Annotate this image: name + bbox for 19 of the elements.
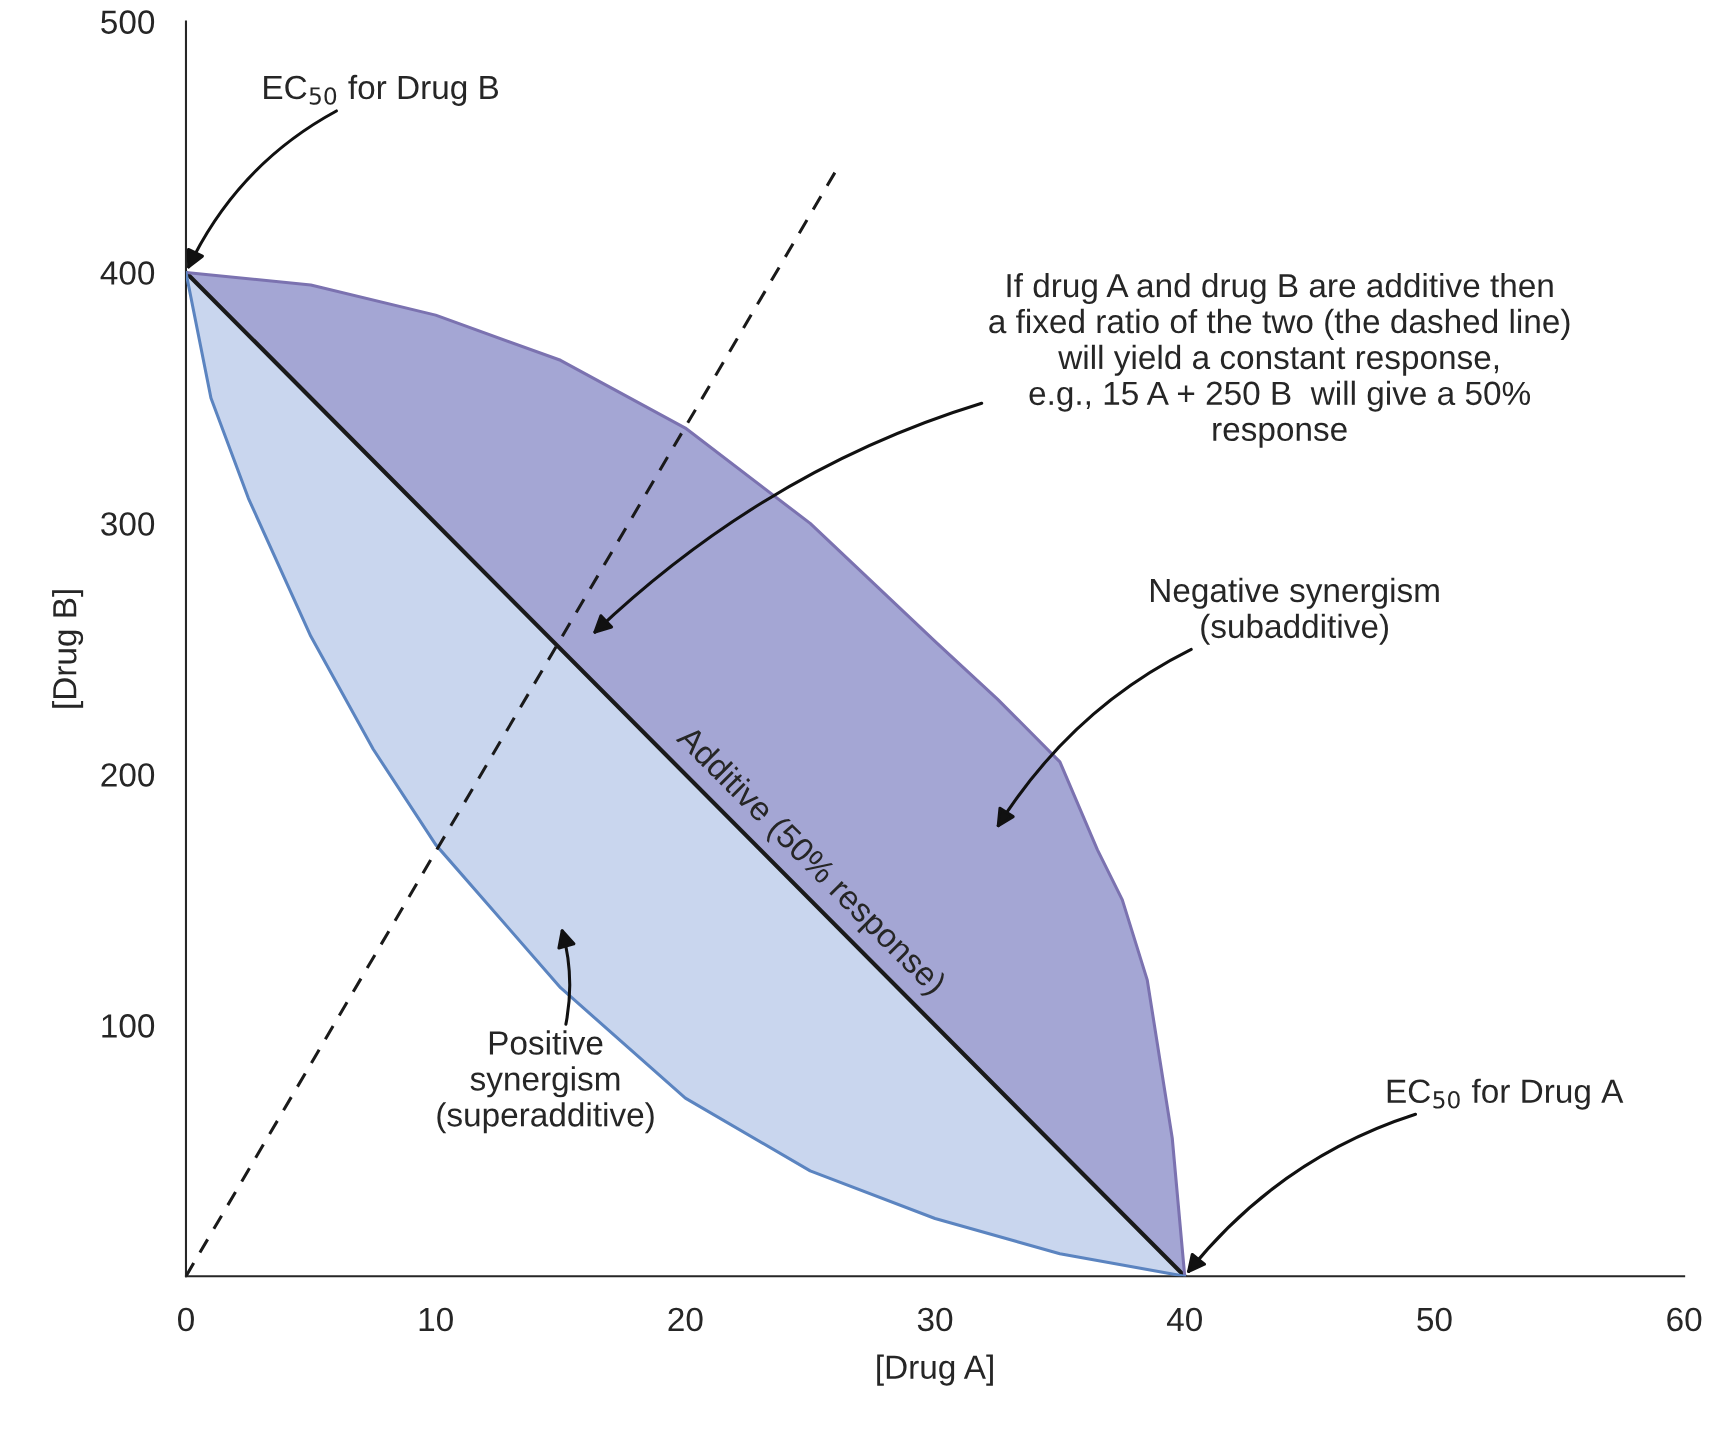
x-tick-label: 40: [1166, 1307, 1202, 1332]
x-tick-label: 20: [668, 1307, 703, 1332]
x-tick-label: 60: [1667, 1307, 1702, 1332]
x-tick-label: 30: [917, 1307, 953, 1332]
y-tick-label: 200: [101, 763, 155, 787]
annotation: Positive synergism (superadditive): [437, 1030, 654, 1134]
x-tick-label: 0: [178, 1307, 194, 1332]
y-tick-label: 400: [100, 261, 155, 285]
annotation: EC$_{50}$ for Drug B: [264, 74, 499, 106]
x-axis-title: [Drug A]: [877, 1354, 993, 1386]
y-tick-label: 500: [101, 10, 155, 34]
y-tick-label: 300: [101, 512, 155, 536]
x-tick-label: 10: [419, 1307, 453, 1332]
annotation: If drug A and drug B are additive then a fixed ratio of the two (the dashed line) will yield a constant response, e.g., 15 A + 250 B will give a 50% response: [989, 272, 1570, 448]
y-tick-label: 100: [102, 1014, 155, 1038]
annotation: Negative synergism (subadditive): [1150, 577, 1439, 645]
annotation: EC$_{50}$ for Drug A: [1387, 1078, 1624, 1110]
y-axis-title: [Drug B]: [52, 590, 84, 708]
x-tick-label: 50: [1417, 1307, 1452, 1332]
